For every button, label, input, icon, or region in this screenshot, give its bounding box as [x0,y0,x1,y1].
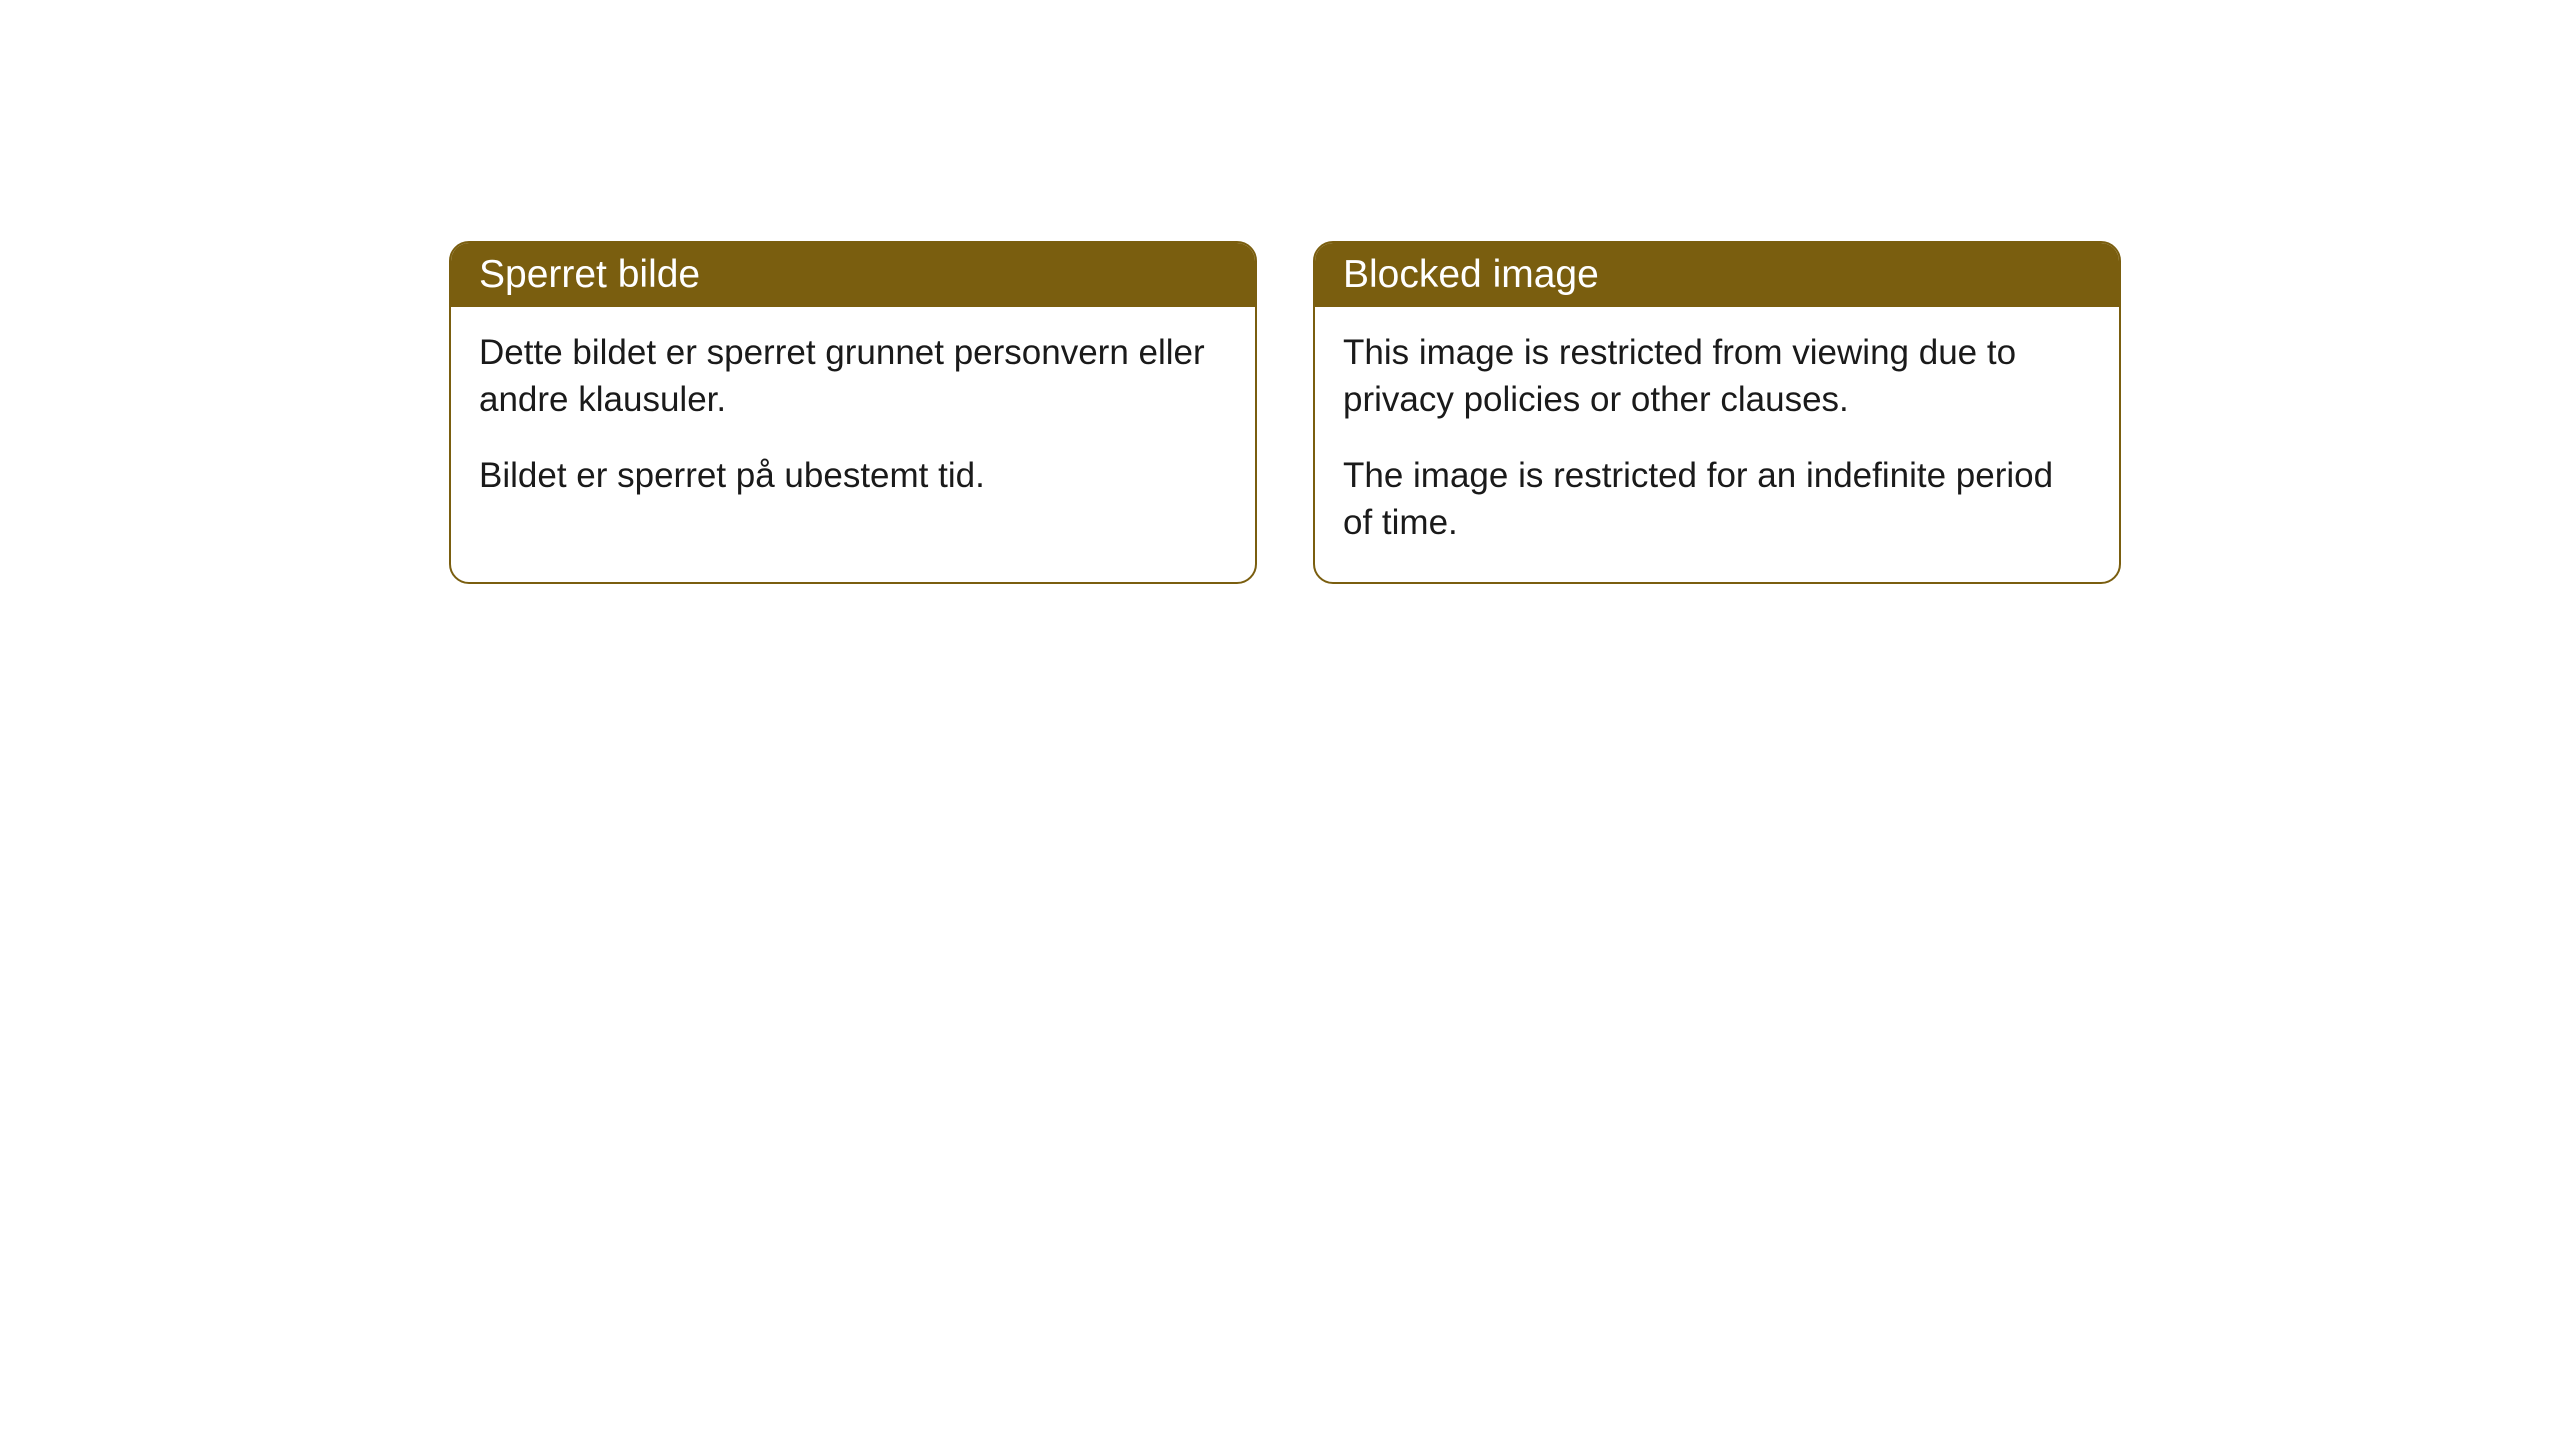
blocked-image-card-english: Blocked image This image is restricted f… [1313,241,2121,584]
blocked-image-card-norwegian: Sperret bilde Dette bildet er sperret gr… [449,241,1257,584]
card-body-english: This image is restricted from viewing du… [1315,307,2119,582]
card-paragraph-2: The image is restricted for an indefinit… [1343,452,2091,547]
card-paragraph-1: Dette bildet er sperret grunnet personve… [479,329,1227,424]
info-cards-container: Sperret bilde Dette bildet er sperret gr… [449,241,2121,584]
card-header-english: Blocked image [1315,243,2119,307]
card-body-norwegian: Dette bildet er sperret grunnet personve… [451,307,1255,535]
card-paragraph-1: This image is restricted from viewing du… [1343,329,2091,424]
card-header-norwegian: Sperret bilde [451,243,1255,307]
card-title: Blocked image [1343,253,1599,296]
card-title: Sperret bilde [479,253,700,296]
card-paragraph-2: Bildet er sperret på ubestemt tid. [479,452,1227,499]
